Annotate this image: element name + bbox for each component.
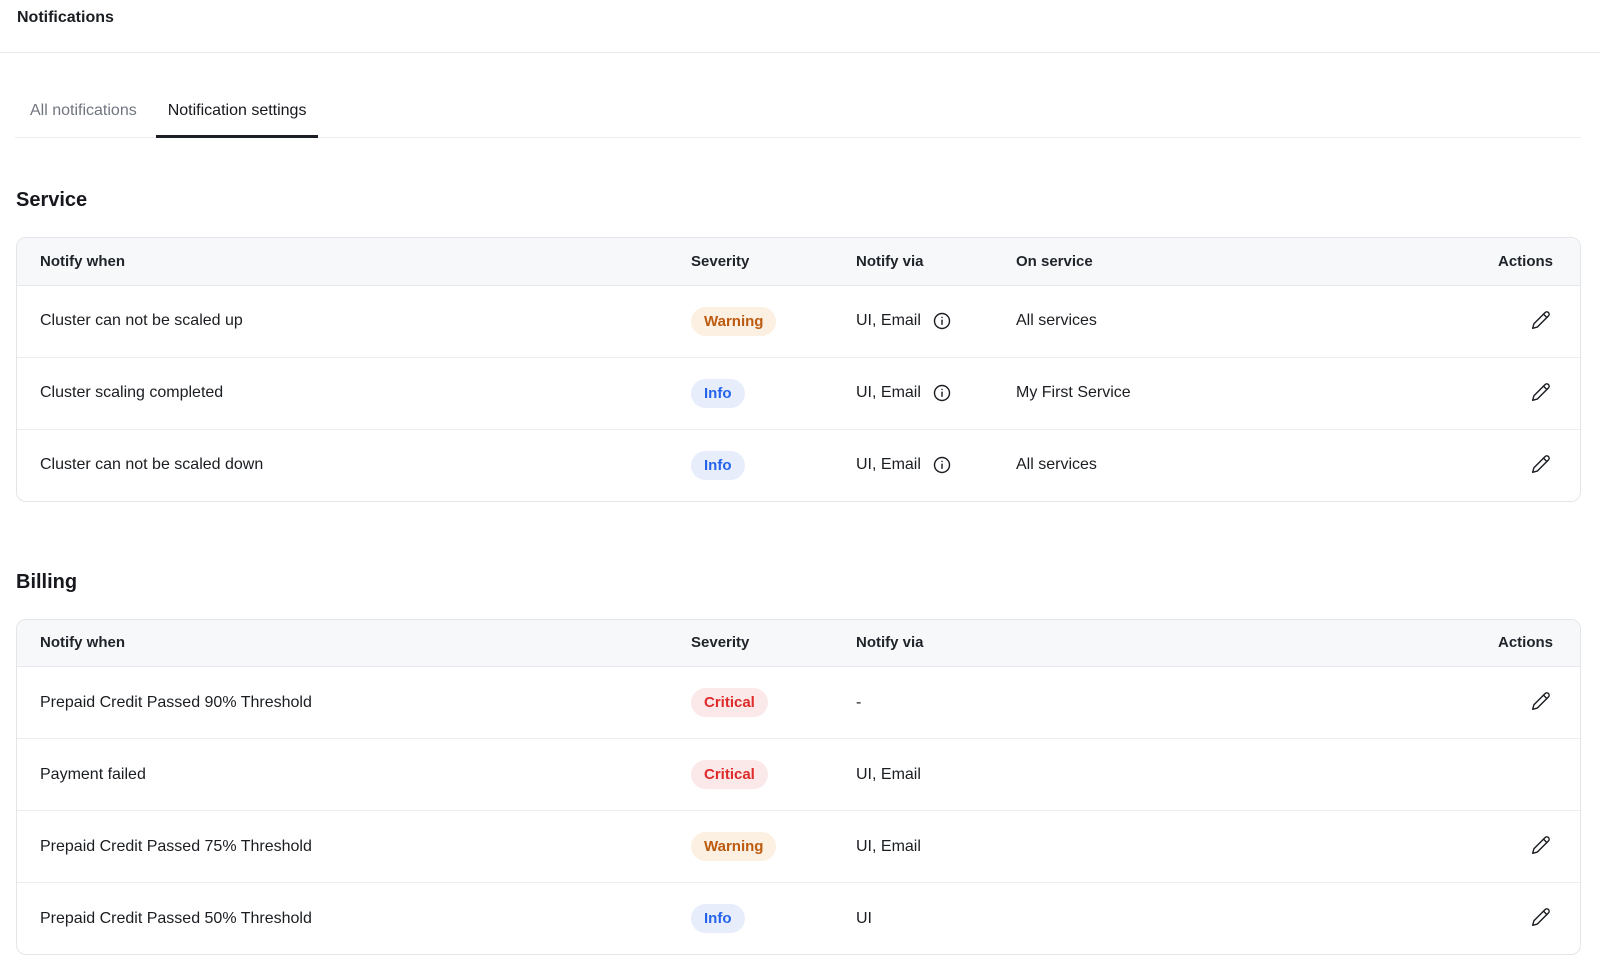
actions-cell <box>1450 882 1580 954</box>
info-circle-icon <box>933 384 951 402</box>
notify-when-cell: Cluster can not be scaled down <box>17 428 691 501</box>
actions-cell <box>1450 667 1580 739</box>
tab-notification-settings[interactable]: Notification settings <box>155 53 319 138</box>
column-header-notify-via: Notify via <box>856 238 1016 286</box>
edit-button[interactable] <box>1529 308 1553 332</box>
notify-via-cell: UI, Email <box>856 738 1450 811</box>
billing-notifications-table: Notify when Severity Notify via Actions Prep… <box>16 618 1581 955</box>
notify-via-cell: - <box>856 667 1450 739</box>
notify-via-cell: UI, Email <box>856 810 1450 883</box>
notify-via-info-icon[interactable] <box>932 383 952 403</box>
table-row-cluster-scaling-completed: Cluster scaling completed Info UI, Email My… <box>17 356 1580 429</box>
on-service-cell: All services <box>1016 428 1450 501</box>
notify-via-label: UI, Email <box>856 765 921 783</box>
pencil-icon <box>1531 692 1550 711</box>
severity-cell: Critical <box>691 738 856 811</box>
actions-cell <box>1450 810 1580 883</box>
notify-via-cell: UI <box>856 882 1450 954</box>
severity-cell: Info <box>691 356 856 429</box>
notify-via-label: UI, Email <box>856 837 921 855</box>
info-circle-icon <box>933 312 951 330</box>
pencil-icon <box>1531 382 1550 401</box>
notify-via-label: - <box>856 693 862 711</box>
notify-via-label: UI, Email <box>856 456 921 473</box>
tab-all-notifications[interactable]: All notifications <box>30 102 137 119</box>
column-header-notify-when: Notify when <box>17 238 691 286</box>
notify-via-cell: UI, Email <box>856 428 1016 501</box>
table-header-row: Notify when Severity Notify via Actions <box>17 619 1580 667</box>
notify-when-cell: Payment failed <box>17 738 691 811</box>
severity-cell: Warning <box>691 810 856 883</box>
notify-via-label: UI <box>856 909 872 927</box>
column-header-severity: Severity <box>691 238 856 286</box>
notify-when-cell: Cluster can not be scaled up <box>40 312 243 329</box>
severity-badge-warning: Warning <box>691 832 777 861</box>
notify-via-label: UI, Email <box>856 384 921 401</box>
pencil-icon <box>1531 836 1550 855</box>
edit-button[interactable] <box>1529 689 1553 713</box>
edit-button[interactable] <box>1529 380 1553 404</box>
pencil-icon <box>1531 908 1550 927</box>
column-header-notify-via: Notify via <box>856 619 1450 667</box>
header-divider <box>0 52 1600 53</box>
table-row-prepaid-credit-passed-50-threshold: Prepaid Credit Passed 50% Threshold Info U… <box>17 882 1580 954</box>
info-circle-icon <box>933 456 951 474</box>
severity-badge-info: Info <box>691 450 745 480</box>
column-header-actions: Actions <box>1450 238 1580 286</box>
on-service-cell: All services <box>1016 312 1097 329</box>
column-header-actions: Actions <box>1450 619 1580 667</box>
section-heading-billing: Billing <box>16 570 78 593</box>
table-row-prepaid-credit-passed-75-threshold: Prepaid Credit Passed 75% Threshold Warni… <box>17 810 1580 883</box>
edit-button[interactable] <box>1529 905 1553 929</box>
pencil-icon <box>1531 454 1550 473</box>
severity-badge-info: Info <box>691 904 745 933</box>
table-row-payment-failed: Payment failed Critical UI, Email <box>17 738 1580 811</box>
severity-cell: Warning <box>691 285 856 357</box>
table-row-cluster-can-not-be-scaled-down: Cluster can not be scaled down Info UI, Em… <box>17 428 1580 501</box>
table-row-prepaid-credit-passed-90-threshold: Prepaid Credit Passed 90% Threshold Criti… <box>17 667 1580 739</box>
pencil-icon <box>1531 310 1550 329</box>
notify-when-cell: Cluster scaling completed <box>17 356 691 429</box>
actions-cell <box>1450 428 1580 501</box>
notify-via-label: UI, Email <box>856 312 921 329</box>
severity-badge-critical: Critical <box>691 760 768 789</box>
severity-badge-info: Info <box>691 378 745 408</box>
edit-button[interactable] <box>1529 833 1553 857</box>
edit-button[interactable] <box>1529 452 1553 476</box>
page-title: Notifications <box>17 9 114 26</box>
actions-cell <box>1450 285 1580 357</box>
notify-via-info-icon[interactable] <box>932 455 952 475</box>
actions-cell <box>1450 356 1580 429</box>
on-service-cell: My First Service <box>1016 356 1450 429</box>
service-notifications-table: Notify when Severity Notify via On service A… <box>16 237 1581 502</box>
notify-when-cell: Prepaid Credit Passed 90% Threshold <box>40 693 312 711</box>
severity-cell: Info <box>691 428 856 501</box>
tabs: All notifications Notification settings <box>15 53 1581 138</box>
actions-cell <box>1450 738 1580 811</box>
table-row-cluster-can-not-be-scaled-up: Cluster can not be scaled up Warning UI, E… <box>17 285 1580 357</box>
severity-badge-warning: Warning <box>691 306 777 336</box>
notify-when-cell: Prepaid Credit Passed 50% Threshold <box>17 882 691 954</box>
notify-via-cell: UI, Email <box>856 356 1016 429</box>
column-header-severity: Severity <box>691 619 856 667</box>
severity-cell: Info <box>691 882 856 954</box>
severity-cell: Critical <box>691 667 856 739</box>
column-header-notify-when: Notify when <box>17 619 691 667</box>
sections: Service Notify when Severity Notify via On s… <box>0 188 1600 955</box>
section-billing: Billing Notify when Severity Notify via Acti… <box>0 570 1600 955</box>
notify-via-info-icon[interactable] <box>932 311 952 331</box>
notify-via-cell: UI, Email <box>856 285 1016 357</box>
column-header-on-service: On service <box>1016 238 1450 286</box>
section-heading-service: Service <box>16 189 88 211</box>
notify-when-cell: Prepaid Credit Passed 75% Threshold <box>17 810 691 883</box>
table-header-row: Notify when Severity Notify via On service A… <box>17 238 1580 286</box>
severity-badge-critical: Critical <box>691 688 768 717</box>
section-service: Service Notify when Severity Notify via On s… <box>0 188 1600 502</box>
